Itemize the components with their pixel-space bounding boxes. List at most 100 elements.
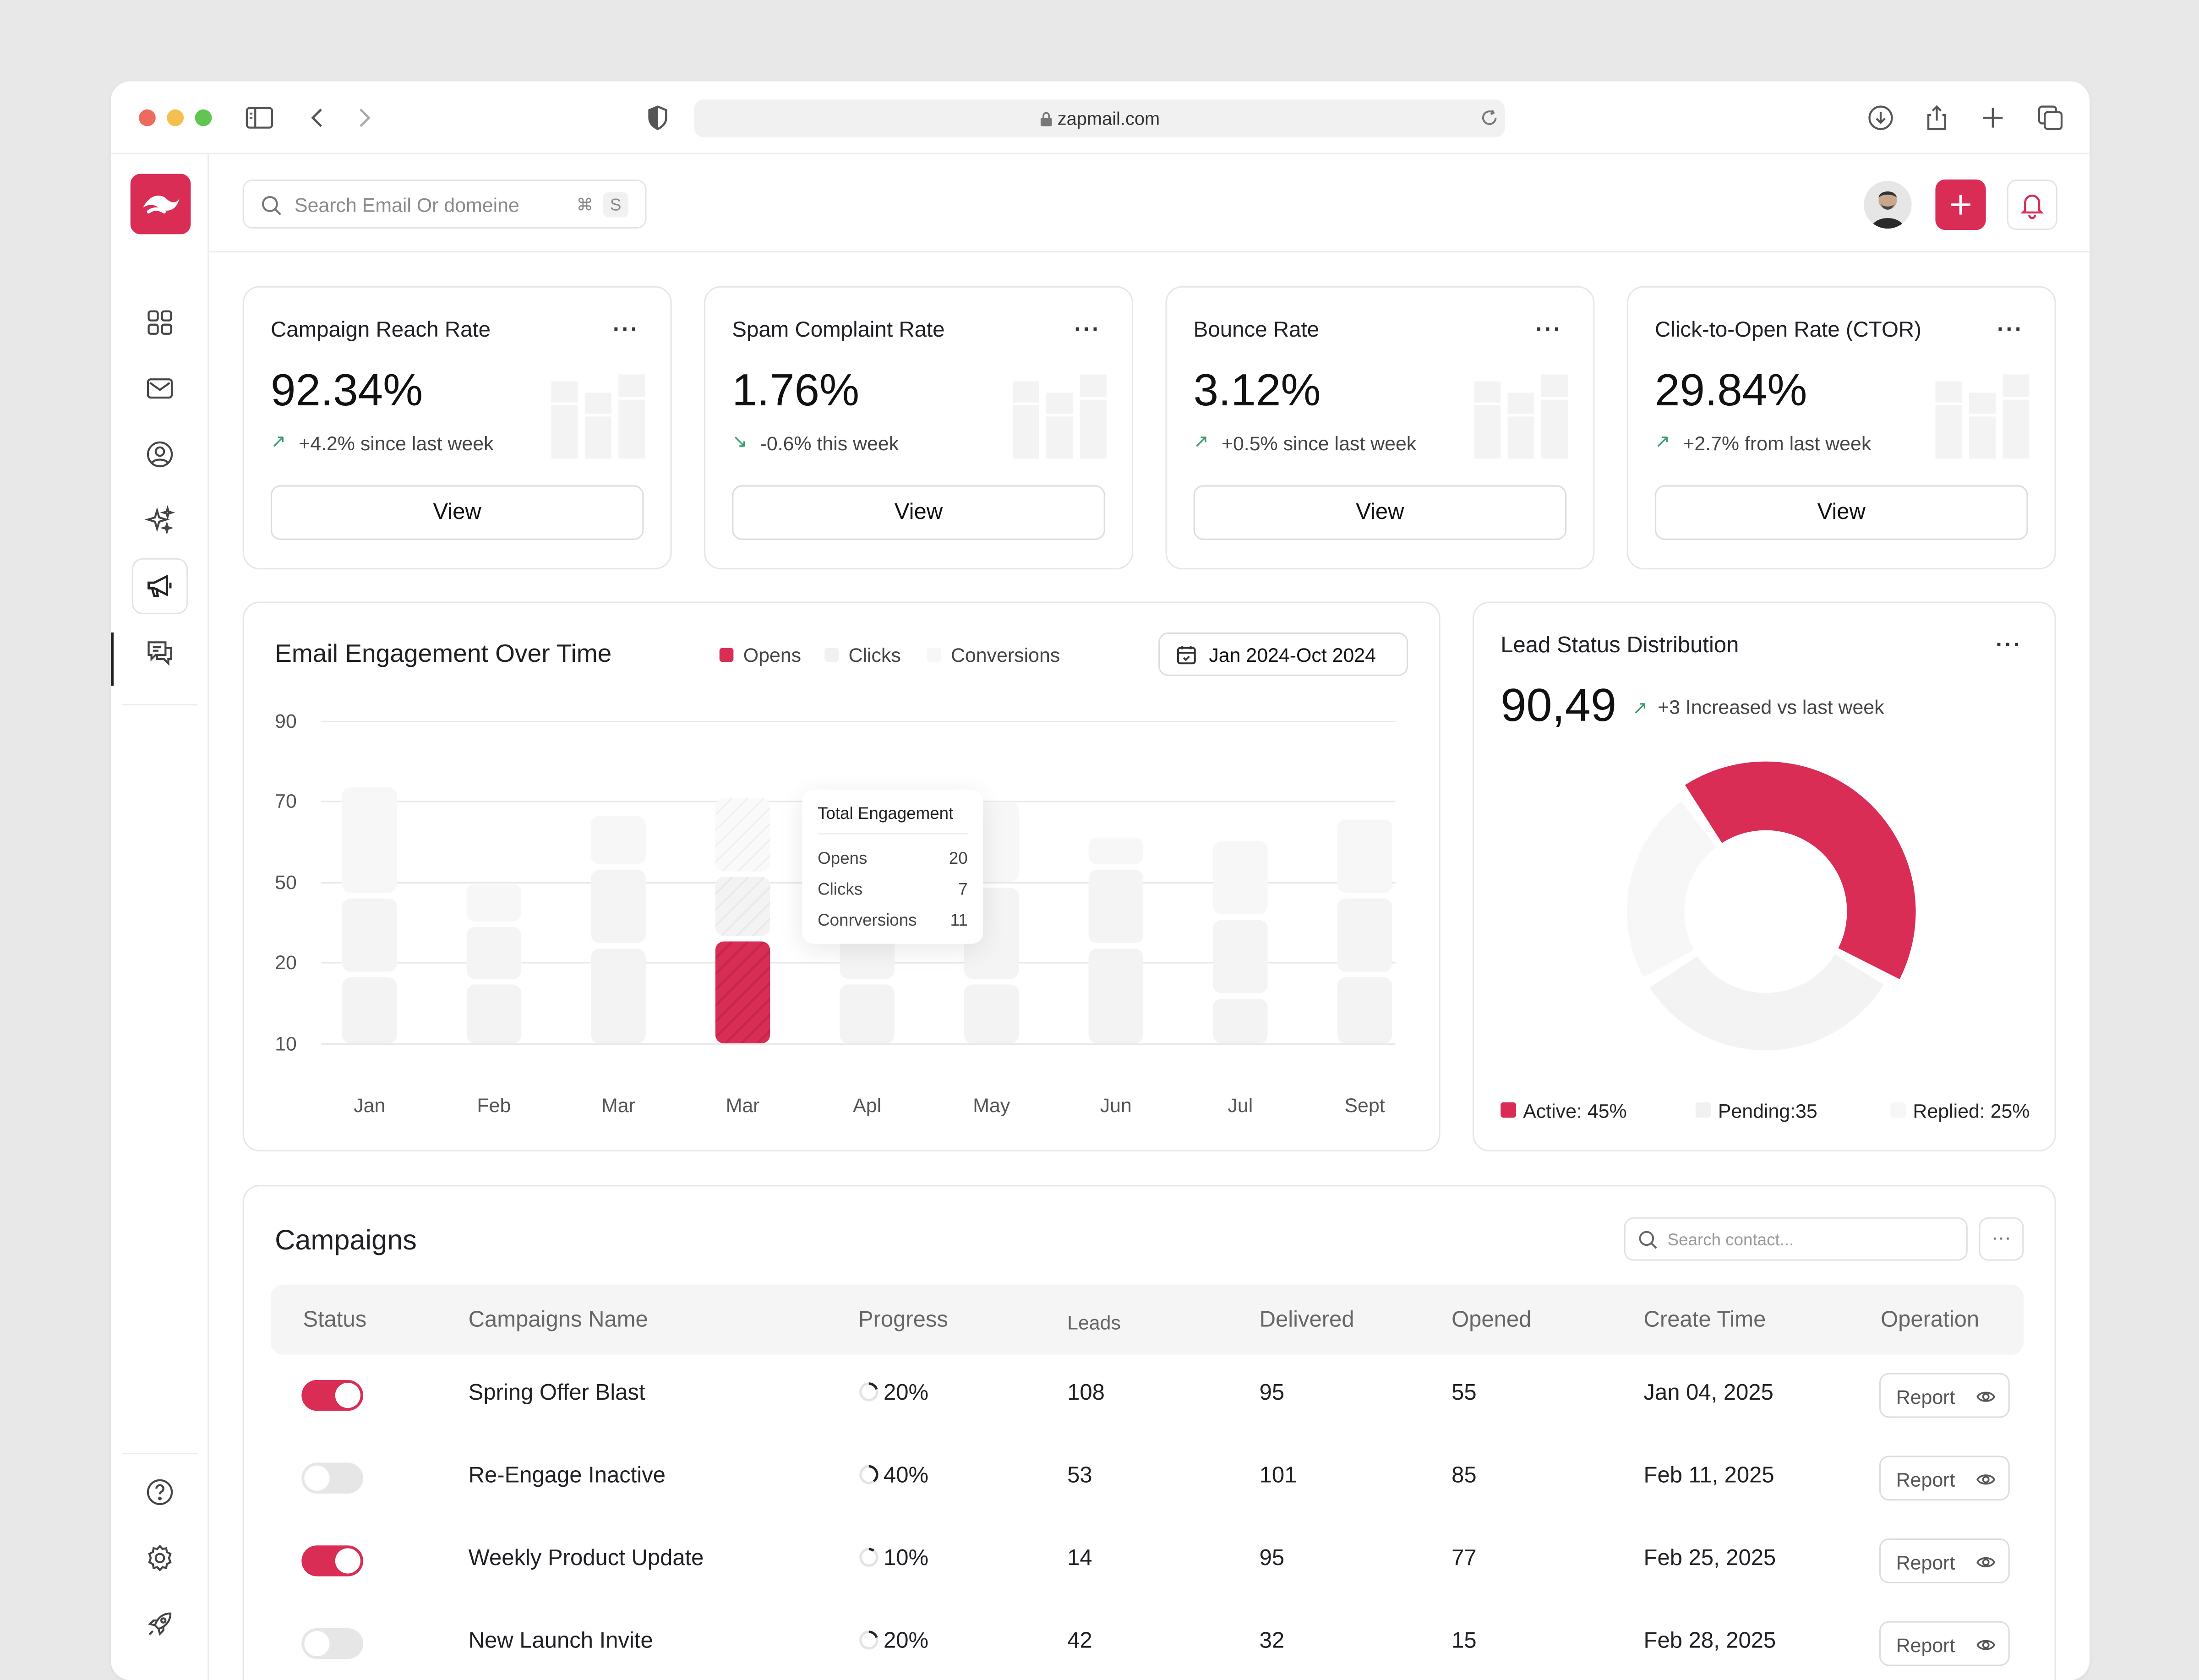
shortcut-key-cmd: ⌘ <box>576 195 594 215</box>
bar-clicks[interactable] <box>591 870 646 943</box>
campaign-name[interactable]: New Launch Invite <box>468 1629 653 1653</box>
campaign-name[interactable]: Re-Engage Inactive <box>468 1464 666 1488</box>
more-options-icon[interactable]: ··· <box>1535 318 1562 343</box>
address-bar[interactable]: zapmail.com <box>694 99 1505 138</box>
status-toggle[interactable] <box>301 1462 364 1494</box>
bar-conversions[interactable] <box>715 798 770 872</box>
view-button[interactable]: View <box>1655 485 2028 540</box>
campaigns-more-button[interactable]: ··· <box>1979 1217 2024 1261</box>
x-tick-label: Jan <box>354 1094 386 1117</box>
bar-conversions[interactable] <box>342 787 397 893</box>
legend-opens[interactable]: Opens <box>743 644 802 666</box>
reload-icon[interactable] <box>1479 108 1499 128</box>
sidebar-item-contacts[interactable] <box>132 426 188 482</box>
bar-clicks[interactable] <box>466 927 522 979</box>
avatar[interactable] <box>1864 180 1912 229</box>
bar-opens[interactable] <box>1337 977 1392 1044</box>
campaign-name[interactable]: Weekly Product Update <box>468 1547 704 1571</box>
report-button[interactable]: Report <box>1879 1456 2010 1501</box>
avatar-image <box>1864 180 1912 229</box>
bar-opens[interactable] <box>840 984 895 1044</box>
column-header: Campaigns Name <box>468 1308 648 1332</box>
bar-conversions[interactable] <box>1088 837 1144 864</box>
maximize-window-button[interactable] <box>195 109 212 126</box>
create-time-value: Feb 28, 2025 <box>1643 1629 1776 1653</box>
opened-value: 55 <box>1451 1381 1477 1406</box>
user-circle-icon <box>147 441 173 468</box>
report-label: Report <box>1896 1551 1955 1574</box>
bar-opens[interactable] <box>342 977 397 1044</box>
legend-conversions[interactable]: Conversions <box>950 644 1060 666</box>
forward-icon[interactable] <box>346 101 380 134</box>
bar-opens[interactable] <box>591 949 646 1044</box>
report-button[interactable]: Report <box>1879 1373 2010 1418</box>
stat-title: Spam Complaint Rate <box>732 318 945 343</box>
close-window-button[interactable] <box>139 109 156 126</box>
bar-clicks[interactable] <box>1088 870 1144 943</box>
bar-clicks[interactable] <box>1213 920 1268 993</box>
sidebar-item-campaigns[interactable] <box>131 558 188 615</box>
chart-title: Email Engagement Over Time <box>275 639 612 668</box>
bar-opens[interactable] <box>466 984 522 1044</box>
column-header: Leads <box>1067 1311 1121 1334</box>
more-options-icon[interactable]: ··· <box>1074 318 1101 343</box>
donut-segment-pending[interactable] <box>1649 954 1884 1051</box>
status-toggle[interactable] <box>301 1545 364 1576</box>
donut-segment-active[interactable] <box>1685 761 1916 979</box>
bar-clicks[interactable] <box>342 898 397 972</box>
share-icon[interactable] <box>1920 101 1953 134</box>
legend-clicks[interactable]: Clicks <box>848 644 901 666</box>
view-button[interactable]: View <box>270 485 644 540</box>
sidebar-toggle-icon[interactable] <box>243 101 276 134</box>
sidebar-item-upgrade[interactable] <box>132 1596 188 1652</box>
legend-replied: Replied: 25% <box>1913 1099 2030 1122</box>
status-toggle[interactable] <box>301 1628 364 1659</box>
sidebar-item-settings[interactable] <box>132 1530 188 1586</box>
add-button[interactable] <box>1935 179 1986 230</box>
status-toggle[interactable] <box>301 1380 364 1411</box>
bar-conversions[interactable] <box>591 816 646 864</box>
bar-opens[interactable] <box>1213 998 1268 1044</box>
stat-change: +4.2% since last week <box>299 432 494 455</box>
bar-opens[interactable] <box>1088 949 1144 1044</box>
sidebar-item-messages[interactable] <box>132 624 188 680</box>
date-range-picker[interactable]: Jan 2024-Oct 2024 <box>1158 632 1408 676</box>
back-icon[interactable] <box>301 101 335 134</box>
bar-clicks[interactable] <box>715 877 770 936</box>
chart-tooltip: Total Engagement Opens 20 Clicks 7 Conrver… <box>802 789 983 944</box>
shield-icon[interactable] <box>641 101 674 134</box>
sidebar-item-help[interactable] <box>132 1464 188 1520</box>
notifications-button[interactable] <box>2007 179 2057 230</box>
sidebar-item-ai[interactable] <box>132 492 188 548</box>
minimize-window-button[interactable] <box>167 109 184 126</box>
donut-segment-replied[interactable] <box>1626 801 1716 977</box>
eye-icon <box>1976 1391 1996 1402</box>
new-tab-icon[interactable] <box>1976 101 2009 134</box>
more-options-icon[interactable]: ··· <box>613 318 640 343</box>
campaign-name[interactable]: Spring Offer Blast <box>468 1381 645 1406</box>
download-icon[interactable] <box>1864 101 1897 134</box>
chat-icon <box>147 641 172 666</box>
more-options-icon[interactable]: ··· <box>1997 318 2024 343</box>
report-button[interactable]: Report <box>1879 1538 2010 1583</box>
app-logo[interactable] <box>130 174 191 235</box>
bar-conversions[interactable] <box>1337 819 1392 893</box>
sidebar-item-mail[interactable] <box>132 360 188 416</box>
app-topbar: Search Email Or domeine ⌘ S <box>209 154 2090 253</box>
contact-search-input[interactable]: Search contact... <box>1624 1217 1968 1261</box>
stat-change: -0.6% this week <box>760 432 899 455</box>
bar-opens[interactable] <box>964 984 1019 1044</box>
report-button[interactable]: Report <box>1879 1621 2010 1666</box>
bar-opens[interactable] <box>715 941 770 1044</box>
view-button[interactable]: View <box>1193 485 1567 540</box>
sidebar-item-dashboard[interactable] <box>132 295 188 350</box>
bar-conversions[interactable] <box>1213 841 1268 915</box>
lead-status-change: +3 Increased vs last week <box>1658 695 1884 718</box>
tabs-overview-icon[interactable] <box>2034 101 2067 134</box>
bar-conversions[interactable] <box>466 884 522 922</box>
column-header: Create Time <box>1643 1308 1766 1332</box>
view-button[interactable]: View <box>732 485 1105 540</box>
search-input[interactable]: Search Email Or domeine ⌘ S <box>242 179 647 229</box>
more-options-icon[interactable]: ··· <box>1996 633 2023 658</box>
bar-clicks[interactable] <box>1337 898 1392 972</box>
